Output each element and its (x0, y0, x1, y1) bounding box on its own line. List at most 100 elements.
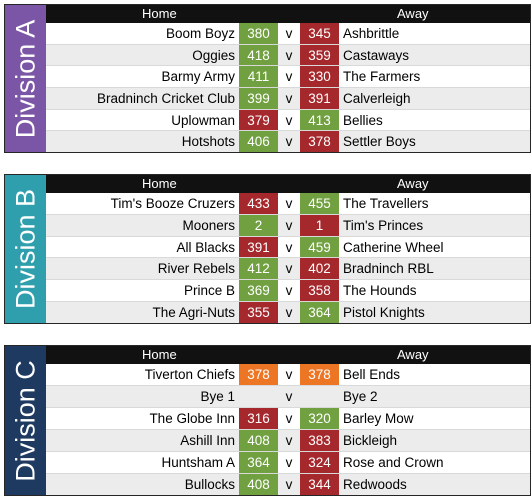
home-team-name: Bye 1 (200, 389, 235, 404)
home-score: 316 (239, 408, 278, 429)
home-score: 378 (239, 364, 278, 385)
fixture-list: Boom Boyz 380 v 345 Ashbrittle Oggies 41… (46, 23, 530, 153)
away-team-name: Bradninch RBL (343, 261, 434, 277)
versus-label: v (285, 305, 293, 321)
home-team-name: The Agri-Nuts (152, 305, 235, 321)
away-score: 358 (300, 280, 339, 302)
versus-label: v (285, 217, 293, 233)
versus-label: v (285, 261, 293, 277)
home-team-name: All Blacks (176, 239, 235, 255)
away-team-name: Ashbrittle (343, 25, 400, 41)
home-team-name: Oggies (192, 47, 235, 63)
away-team-name: Catherine Wheel (343, 239, 444, 255)
fixture-row: River Rebels 412 v 402 Bradninch RBL (46, 257, 530, 280)
fixture-row: Boom Boyz 380 v 345 Ashbrittle (46, 23, 530, 44)
home-score: 399 (239, 88, 278, 109)
away-score: 1 (300, 214, 339, 236)
away-team-name: Bell Ends (343, 367, 401, 382)
home-score (239, 386, 278, 407)
away-team-name: Bellies (343, 112, 383, 128)
home-score: 380 (239, 23, 278, 44)
home-score: 411 (239, 66, 278, 88)
column-header-bar: Home Away (46, 175, 530, 193)
versus-label: v (285, 389, 293, 404)
away-score: 320 (300, 408, 339, 429)
division-a-panel: Division A Home Away Boom Boyz 380 v 345… (4, 4, 531, 153)
home-score: 379 (239, 109, 278, 131)
home-score: 391 (239, 236, 278, 258)
home-team-name: Bradninch Cricket Club (96, 90, 235, 106)
away-score (300, 386, 339, 407)
away-score: 364 (300, 302, 339, 323)
versus-label: v (285, 455, 293, 470)
away-score: 344 (300, 474, 339, 495)
fixture-row: Ashill Inn 408 v 383 Bickleigh (46, 429, 530, 451)
versus-label: v (285, 69, 293, 85)
versus-label: v (285, 411, 293, 426)
division-title: Division C (10, 359, 40, 482)
fixture-list: Tim's Booze Cruzers 433 v 455 The Travel… (46, 193, 530, 323)
away-team-name: Redwoods (343, 477, 407, 492)
away-score: 378 (300, 131, 339, 153)
division-title: Division B (10, 188, 40, 310)
home-team-name: Boom Boyz (165, 25, 235, 41)
away-column-header: Away (397, 176, 429, 191)
versus-label: v (285, 477, 293, 492)
away-score: 378 (300, 364, 339, 385)
home-team-name: River Rebels (157, 261, 235, 277)
away-team-name: Calverleigh (343, 90, 411, 106)
division-b-panel: Division B Home Away Tim's Booze Cruzers… (4, 174, 531, 324)
home-team-name: Barmy Army (161, 69, 235, 85)
away-team-name: Bye 2 (343, 389, 378, 404)
division-label-bar: Division A (5, 5, 46, 152)
home-team-name: Tiverton Chiefs (144, 367, 235, 382)
away-team-name: Tim's Princes (343, 217, 424, 233)
division-label-bar: Division C (5, 346, 46, 495)
home-score: 408 (239, 430, 278, 451)
home-score: 369 (239, 280, 278, 302)
home-team-name: Ashill Inn (180, 433, 235, 448)
home-score: 408 (239, 474, 278, 495)
away-score: 383 (300, 430, 339, 451)
home-team-name: Huntsham A (161, 455, 235, 470)
versus-label: v (285, 433, 293, 448)
column-header-bar: Home Away (46, 5, 530, 23)
fixture-row: Barmy Army 411 v 330 The Farmers (46, 65, 530, 88)
division-c-panel: Division C Home Away Tiverton Chiefs 378… (4, 345, 531, 496)
away-team-name: Settler Boys (343, 134, 416, 150)
division-label-bar: Division B (5, 175, 46, 323)
division-title: Division A (10, 19, 40, 138)
home-team-name: Hotshots (181, 134, 235, 150)
versus-label: v (285, 283, 293, 299)
versus-label: v (285, 239, 293, 255)
fixture-row: Huntsham A 364 v 324 Rose and Crown (46, 451, 530, 473)
away-team-name: Barley Mow (343, 411, 414, 426)
fixture-row: Tim's Booze Cruzers 433 v 455 The Travel… (46, 193, 530, 214)
fixture-row: Mooners 2 v 1 Tim's Princes (46, 213, 530, 236)
fixture-row: Tiverton Chiefs 378 v 378 Bell Ends (46, 364, 530, 385)
fixture-list: Tiverton Chiefs 378 v 378 Bell Ends Bye … (46, 364, 530, 495)
home-team-name: Mooners (182, 217, 235, 233)
versus-label: v (285, 25, 293, 41)
away-score: 359 (300, 44, 339, 66)
away-score: 345 (300, 23, 339, 44)
fixture-row: Bullocks 408 v 344 Redwoods (46, 473, 530, 495)
home-column-header: Home (142, 347, 177, 362)
home-score: 364 (239, 452, 278, 473)
fixture-row: Hotshots 406 v 378 Settler Boys (46, 130, 530, 153)
away-team-name: Pistol Knights (343, 305, 425, 321)
home-team-name: Tim's Booze Cruzers (110, 195, 235, 211)
away-team-name: The Farmers (343, 69, 421, 85)
home-score: 355 (239, 302, 278, 323)
home-column-header: Home (142, 176, 177, 191)
home-score: 433 (239, 193, 278, 214)
away-score: 324 (300, 452, 339, 473)
home-score: 412 (239, 258, 278, 280)
away-score: 391 (300, 88, 339, 109)
versus-label: v (285, 90, 293, 106)
fixture-row: Oggies 418 v 359 Castaways (46, 43, 530, 66)
versus-label: v (285, 134, 293, 150)
away-score: 455 (300, 193, 339, 214)
away-team-name: The Travellers (343, 195, 429, 211)
home-team-name: The Globe Inn (149, 411, 235, 426)
